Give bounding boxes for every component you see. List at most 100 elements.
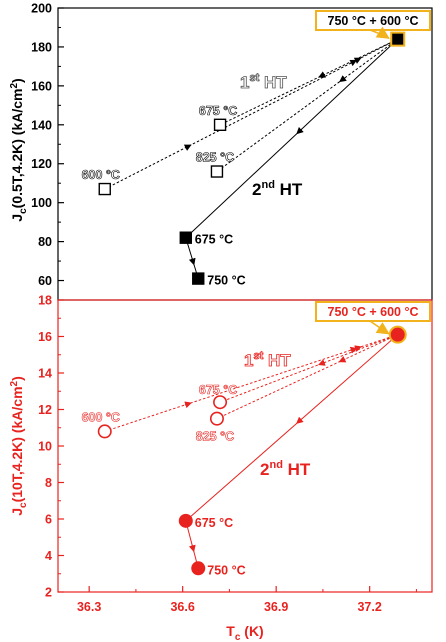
path-arrow bbox=[349, 346, 358, 354]
highlight-point-label: 750 °C + 600 °C bbox=[328, 14, 419, 28]
point-label: 675 °C bbox=[195, 516, 233, 530]
filled-circle-marker bbox=[388, 325, 407, 344]
path-arrow bbox=[354, 345, 362, 353]
ht1-path-segment bbox=[219, 38, 398, 126]
xlabel-end: (K) bbox=[240, 623, 263, 639]
path-arrow bbox=[296, 126, 304, 135]
x-tick-label: 36.6 bbox=[170, 600, 194, 614]
bottom-ylabel-sup: 2 bbox=[9, 380, 20, 386]
bottom-ht2-text: HT bbox=[283, 460, 311, 479]
bottom-markers bbox=[97, 325, 407, 576]
y-tick-label: 10 bbox=[38, 440, 52, 454]
bottom-y-axis-label: Jc(10T,4.2K) (kA/cm2) bbox=[9, 376, 29, 516]
path-arrow bbox=[296, 416, 304, 424]
top-ylabel-sub: c bbox=[18, 208, 29, 214]
point-label: 750 °C bbox=[207, 274, 245, 288]
open-circle-marker bbox=[213, 395, 228, 410]
point-label: 600 °C bbox=[82, 168, 120, 182]
open-square-marker bbox=[213, 118, 227, 132]
x-tick-label: 37.2 bbox=[357, 600, 381, 614]
point-label: 675 °C bbox=[195, 233, 233, 247]
top-ht2-text: HT bbox=[275, 180, 303, 199]
top-ht2-num: 2 bbox=[252, 180, 261, 199]
top-plot-frame bbox=[57, 7, 433, 301]
top-ht2-sup: nd bbox=[261, 179, 274, 191]
ht1-path-segment bbox=[216, 334, 398, 420]
y-tick-label: 2 bbox=[45, 586, 52, 600]
y-tick-label: 200 bbox=[31, 2, 52, 16]
bottom-plot-frame bbox=[57, 299, 433, 593]
path-arrow bbox=[183, 144, 192, 151]
y-tick-label: 14 bbox=[38, 367, 52, 381]
open-square-marker bbox=[210, 165, 224, 178]
y-tick-label: 4 bbox=[45, 549, 52, 563]
bottom-ht1-text: HT bbox=[263, 351, 291, 370]
bottom-point-labels: 600 °C 675 °C 825 °C 675 °C 750 °C 750 °C + 6… bbox=[81, 301, 431, 577]
y-tick-label: 160 bbox=[31, 79, 52, 93]
path-arrow bbox=[339, 75, 347, 83]
bottom-path-lines bbox=[104, 334, 399, 569]
path-arrow bbox=[188, 544, 196, 553]
path-arrow bbox=[184, 401, 193, 409]
filled-square-marker bbox=[192, 272, 205, 285]
path-arrow bbox=[317, 359, 326, 366]
ht2-path-segment bbox=[185, 334, 399, 522]
bottom-ylabel-sub: c bbox=[18, 502, 29, 508]
top-point-labels: 600 °C 675 °C 825 °C 675 °C 750 °C 750 °C + 6… bbox=[81, 10, 431, 288]
ht1-path-segment bbox=[219, 334, 398, 403]
filled-circle-marker bbox=[191, 561, 206, 576]
ht2-path-segment bbox=[185, 520, 199, 569]
xlabel-sub: c bbox=[235, 632, 241, 642]
point-label: 825 °C bbox=[196, 430, 234, 444]
bottom-ht2-num: 2 bbox=[260, 460, 269, 479]
top-ht1-num: 1 bbox=[240, 73, 249, 92]
x-tick-label: 36.9 bbox=[264, 600, 288, 614]
top-ht1-sup: st bbox=[249, 72, 259, 84]
xlabel-main: T bbox=[226, 623, 235, 639]
highlight-callout-arrow bbox=[369, 26, 390, 39]
bottom-ylabel-main: J bbox=[9, 508, 25, 516]
point-label: 600 °C bbox=[82, 410, 120, 424]
highlight-label-box bbox=[315, 10, 431, 31]
top-y-axis-label: Jc(0.5T,4.2K) (kA/cm2) bbox=[9, 78, 29, 221]
y-tick-label: 8 bbox=[45, 476, 52, 490]
y-tick-label: 60 bbox=[38, 274, 52, 288]
bottom-ht1-num: 1 bbox=[244, 351, 253, 370]
bottom-ht1-label: 1st HT bbox=[244, 350, 291, 370]
bottom-ylabel-end: ) bbox=[9, 376, 25, 381]
filled-square-marker bbox=[179, 231, 192, 244]
filled-square-marker bbox=[390, 31, 406, 47]
top-ht2-label: 2nd HT bbox=[252, 179, 303, 199]
bottom-ht2-label: 2nd HT bbox=[260, 459, 311, 479]
point-label: 675 °C bbox=[199, 104, 237, 118]
filled-circle-marker bbox=[178, 513, 193, 528]
open-circle-marker bbox=[209, 411, 224, 426]
ht1-path-segment bbox=[216, 38, 399, 172]
y-tick-label: 140 bbox=[31, 118, 52, 132]
top-ht1-text: HT bbox=[259, 73, 287, 92]
y-tick-label: 180 bbox=[31, 40, 52, 54]
top-panel: 60 80 100 120 140 160 180 200 600 °C 675 °C 825 °… bbox=[9, 2, 433, 301]
highlight-callout-arrow bbox=[369, 320, 390, 335]
open-circle-marker bbox=[97, 424, 112, 439]
y-tick-label: 120 bbox=[31, 157, 52, 171]
top-path-lines bbox=[104, 38, 399, 279]
y-tick-label: 80 bbox=[38, 235, 52, 249]
ht1-path-segment bbox=[104, 334, 398, 432]
y-tick-label: 100 bbox=[31, 196, 52, 210]
y-tick-label: 18 bbox=[38, 294, 52, 308]
ht2-path-segment bbox=[185, 38, 399, 239]
x-tick-label: 36.3 bbox=[77, 600, 101, 614]
top-ylabel-sup: 2 bbox=[9, 83, 20, 89]
y-tick-label: 16 bbox=[38, 330, 52, 344]
ht1-path-segment bbox=[104, 38, 398, 190]
top-markers bbox=[98, 31, 406, 285]
open-square-marker bbox=[98, 182, 111, 196]
top-ylabel-rest: (0.5T,4.2K) (kA/cm bbox=[9, 89, 25, 209]
bottom-ht2-sup: nd bbox=[269, 459, 282, 471]
path-arrow bbox=[349, 59, 358, 67]
top-ht1-label: 1st HT bbox=[240, 72, 287, 92]
